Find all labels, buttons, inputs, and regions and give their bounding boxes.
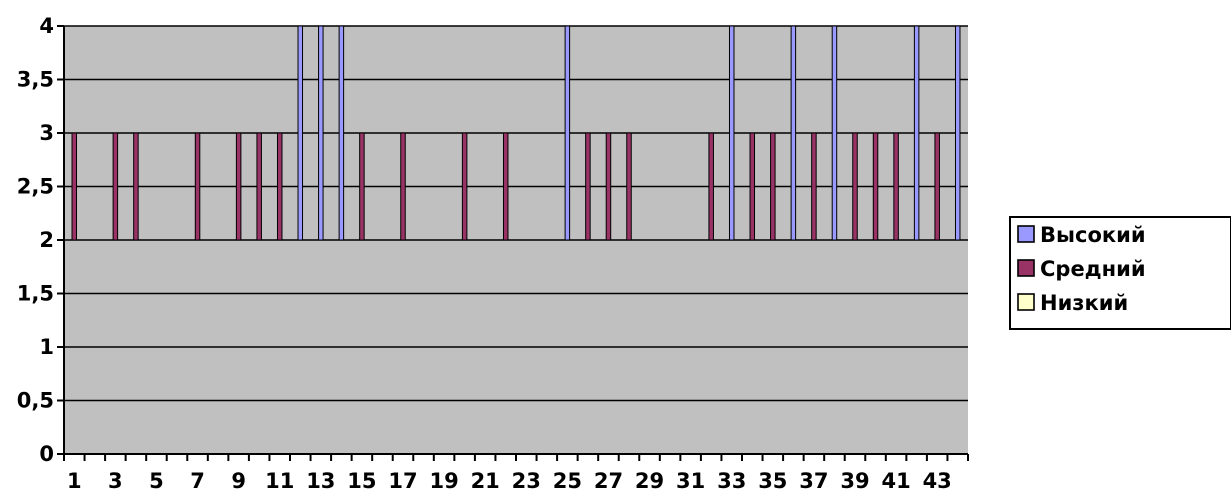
bar [112,132,119,241]
x-tick-label: 13 [306,469,335,493]
x-tick-label: 39 [840,469,869,493]
x-tick-label: 9 [231,469,246,493]
bar [502,132,509,241]
bar [605,132,612,241]
bar [461,132,468,241]
bar [770,132,776,241]
y-tick-label: 2 [39,228,54,252]
x-tick-label: 29 [635,469,664,493]
legend-label: Низкий [1040,291,1128,315]
bar [71,132,78,241]
x-tick-label: 27 [594,469,623,493]
y-tick-label: 0 [39,442,54,466]
gridlines [64,25,968,402]
bar [585,132,591,241]
bar [400,132,406,241]
y-axis-ticks: 0 0,5 1 1,5 2 2,5 3 3,5 4 [17,14,64,466]
bar [831,25,838,241]
bar [564,25,571,241]
legend-label: Высокий [1040,223,1146,247]
x-tick-label: 1 [67,469,82,493]
x-tick-label: 17 [388,469,417,493]
bar [338,25,345,241]
bar [893,132,899,241]
y-tick-label: 1,5 [17,282,54,306]
y-tick-label: 3,5 [17,68,54,92]
x-tick-label: 33 [717,469,746,493]
legend-box [1009,216,1231,330]
x-tick-label: 3 [108,469,123,493]
legend-swatch [1017,225,1035,243]
y-tick-label: 4 [39,14,54,38]
x-tick-label: 31 [676,469,705,493]
x-tick-label: 43 [923,469,952,493]
bar [790,25,797,241]
bar [256,132,262,241]
y-tick-label: 3 [39,121,54,145]
x-axis-ticks: 1 3 5 7 9 11 13 15 17 19 21 23 25 27 29 31 33 35 37 39 41 43 [63,454,969,493]
x-tick-label: 21 [471,469,500,493]
bar [297,25,304,241]
bar [913,25,920,241]
bar [235,132,242,241]
bar [318,25,324,241]
bar [749,132,756,241]
y-tick-label: 0,5 [17,389,54,413]
bars-group [71,25,961,241]
x-tick-label: 25 [553,469,582,493]
bar [852,132,858,241]
x-tick-label: 7 [190,469,205,493]
x-tick-label: 19 [429,469,458,493]
bar [194,132,201,241]
x-tick-label: 35 [758,469,787,493]
bar [872,132,879,241]
y-tick-label: 2,5 [17,175,54,199]
y-tick-label: 1 [39,335,54,359]
legend-swatch [1017,293,1035,311]
x-tick-label: 5 [149,469,164,493]
x-tick-label: 41 [881,469,910,493]
x-tick-label: 11 [265,469,294,493]
bar [728,25,735,241]
legend-swatch [1017,259,1035,277]
bar [133,132,139,241]
bar [954,25,961,241]
legend-label: Средний [1040,257,1146,281]
bar [276,132,283,241]
bar [626,132,632,241]
bar [359,132,365,241]
x-tick-label: 23 [512,469,541,493]
bar [708,132,714,241]
x-tick-label: 15 [347,469,376,493]
legend: Высокий Средний Низкий [1009,216,1231,330]
bar [811,132,817,241]
x-tick-label: 37 [799,469,828,493]
bar [934,132,940,241]
